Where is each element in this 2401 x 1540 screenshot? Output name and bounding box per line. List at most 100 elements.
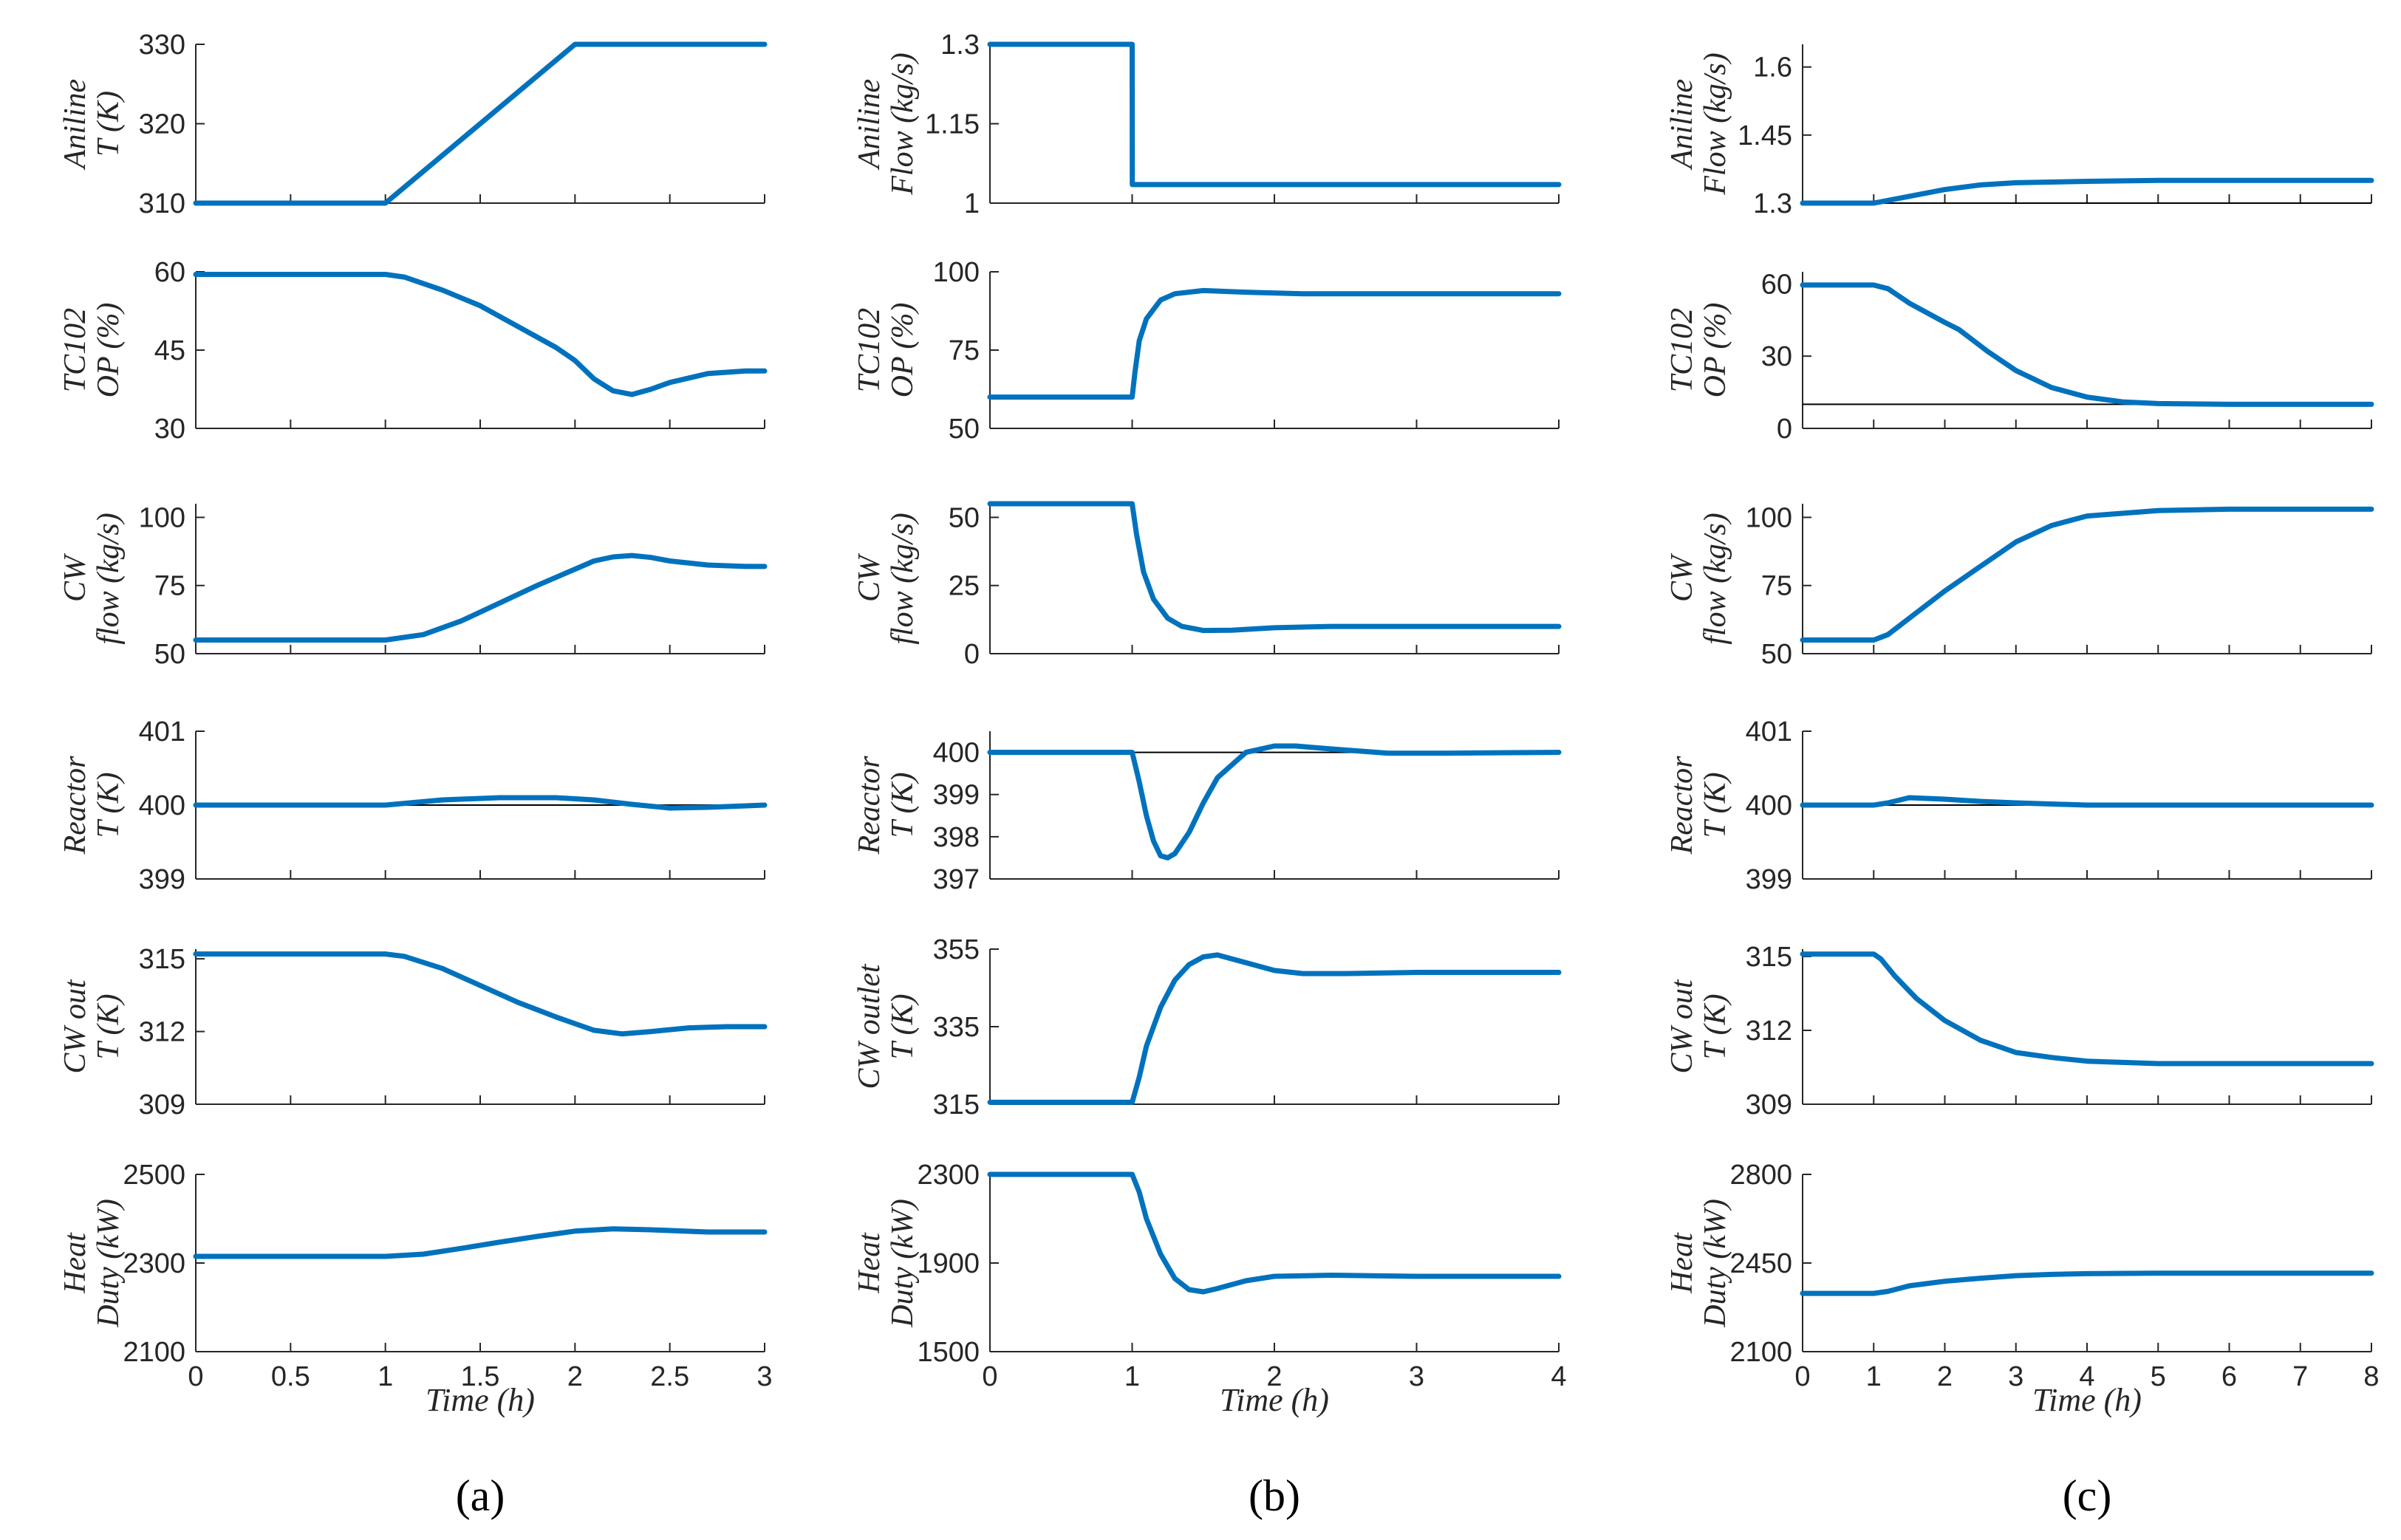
x-tick-label: 0.5 [271, 1361, 310, 1392]
x-tick-label: 1 [1124, 1361, 1140, 1392]
y-tick-label: 355 [933, 934, 980, 965]
y-tick-label: 2100 [123, 1337, 185, 1368]
x-tick-label: 4 [2079, 1361, 2094, 1392]
series-line [193, 951, 768, 1037]
y-tick-label: 75 [949, 335, 980, 366]
y-tick-label: 0 [1777, 414, 1792, 445]
y-tick-label: 2100 [1729, 1337, 1792, 1368]
y-axis-label: TC102 [1665, 308, 1699, 392]
panel-label: (b) [1249, 1471, 1300, 1520]
y-tick-label: 401 [1746, 716, 1792, 747]
x-tick-label: 2 [1266, 1361, 1282, 1392]
y-axis-label: Reactor [1665, 756, 1699, 855]
y-axis-label: TC102 [853, 308, 887, 392]
x-tick-label: 1 [378, 1361, 393, 1392]
y-tick-label: 30 [154, 414, 185, 445]
x-tick-label: 1 [1866, 1361, 1882, 1392]
y-tick-label: 335 [933, 1012, 980, 1043]
y-axis-label: flow (kg/s) [1698, 513, 1732, 644]
y-tick-label: 2500 [123, 1160, 185, 1191]
y-axis-label: CW out [58, 979, 92, 1074]
y-axis-label: Aniline [1665, 79, 1699, 171]
y-tick-label: 60 [154, 257, 185, 288]
y-tick-label: 75 [1761, 571, 1792, 602]
y-tick-label: 400 [139, 790, 185, 821]
y-tick-label: 50 [154, 639, 185, 670]
y-tick-label: 399 [933, 780, 980, 811]
y-tick-label: 100 [139, 502, 185, 533]
y-tick-label: 310 [139, 188, 185, 219]
series-line [1800, 282, 2374, 407]
y-tick-label: 1 [964, 188, 980, 219]
y-axis-label: T (K) [886, 993, 920, 1059]
y-tick-label: 25 [949, 571, 980, 602]
y-axis-label: Heat [58, 1232, 92, 1294]
y-tick-label: 2800 [1729, 1160, 1792, 1191]
y-axis-label: Duty (kW) [92, 1199, 126, 1328]
y-tick-label: 312 [1746, 1016, 1792, 1047]
y-tick-label: 1.15 [925, 109, 980, 140]
x-tick-label: 2.5 [650, 1361, 689, 1392]
y-tick-label: 45 [154, 335, 185, 366]
y-axis-label: OP (%) [1698, 303, 1732, 398]
y-axis-label: T (K) [92, 772, 126, 838]
y-tick-label: 1.6 [1753, 52, 1792, 83]
y-axis-label: T (K) [92, 993, 126, 1059]
x-tick-label: 3 [2008, 1361, 2023, 1392]
x-tick-label: 0 [982, 1361, 997, 1392]
y-tick-label: 60 [1761, 269, 1792, 300]
y-axis-label: CW [1665, 552, 1699, 602]
y-tick-label: 1.45 [1738, 120, 1792, 151]
y-tick-label: 315 [933, 1089, 980, 1120]
x-tick-label: 2 [567, 1361, 583, 1392]
y-tick-label: 1500 [917, 1337, 980, 1368]
y-axis-label: CW outlet [853, 963, 887, 1089]
y-axis-label: T (K) [1698, 993, 1732, 1059]
y-axis-label: Flow (kg/s) [886, 52, 920, 195]
series-line [193, 795, 768, 811]
y-tick-label: 399 [1746, 864, 1792, 895]
x-tick-label: 3 [756, 1361, 772, 1392]
x-tick-label: 8 [2363, 1361, 2379, 1392]
y-tick-label: 50 [949, 502, 980, 533]
x-tick-label: 4 [1551, 1361, 1566, 1392]
x-tick-label: 6 [2221, 1361, 2237, 1392]
series-line [193, 1226, 768, 1259]
y-tick-label: 315 [139, 944, 185, 975]
x-tick-label: 5 [2151, 1361, 2166, 1392]
series-line [987, 41, 1562, 188]
y-tick-label: 1.3 [940, 30, 980, 61]
y-axis-label: CW [853, 552, 887, 602]
y-axis-label: CW out [1665, 979, 1699, 1074]
y-axis-label: CW [58, 552, 92, 602]
y-axis-label: Heat [853, 1232, 887, 1294]
series-line [1800, 1270, 2374, 1296]
x-tick-label: 0 [188, 1361, 203, 1392]
series-line [1800, 506, 2374, 643]
y-axis-label: Reactor [58, 756, 92, 855]
y-tick-label: 400 [1746, 790, 1792, 821]
x-tick-label: 0 [1794, 1361, 1810, 1392]
y-axis-label: Heat [1665, 1232, 1699, 1294]
y-axis-label: Aniline [58, 79, 92, 171]
y-axis-label: OP (%) [92, 303, 126, 398]
y-tick-label: 400 [933, 738, 980, 769]
y-tick-label: 397 [933, 864, 980, 895]
y-axis-label: Reactor [853, 756, 887, 855]
x-axis-label: Time (h) [426, 1382, 535, 1418]
y-tick-label: 312 [139, 1017, 185, 1048]
series-line [987, 743, 1562, 860]
y-axis-label: T (K) [92, 91, 126, 157]
y-axis-label: T (K) [1698, 772, 1732, 838]
y-axis-label: Aniline [853, 79, 887, 171]
series-line [193, 41, 768, 206]
y-tick-label: 330 [139, 30, 185, 61]
y-tick-label: 0 [964, 639, 980, 670]
series-line [987, 952, 1562, 1105]
y-tick-label: 320 [139, 109, 185, 140]
y-tick-label: 315 [1746, 942, 1792, 973]
x-tick-label: 2 [1937, 1361, 1953, 1392]
y-axis-label: T (K) [886, 772, 920, 838]
y-tick-label: 1.3 [1753, 188, 1792, 219]
